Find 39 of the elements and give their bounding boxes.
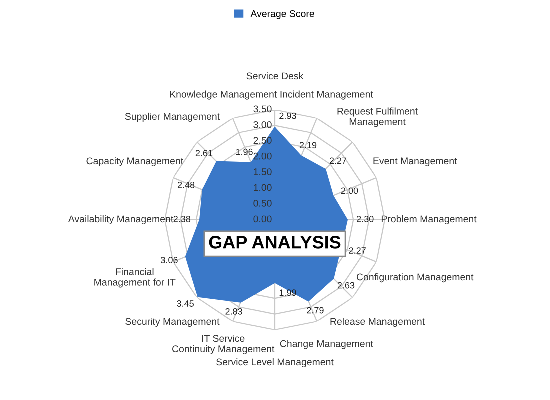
text: 3.06 <box>161 257 178 264</box>
y-tick-label: 1.50 <box>254 168 272 176</box>
y-tick-label: 0.50 <box>254 200 272 207</box>
text: 3.45 <box>177 300 194 307</box>
text: 2.61 <box>196 150 213 157</box>
y-tick-label: 0.00 <box>254 216 272 223</box>
text: 2.00 <box>341 188 358 194</box>
text: 1.96 <box>236 148 253 156</box>
text: 2.48 <box>178 182 195 188</box>
spoke-label: Supplier Management <box>125 112 220 122</box>
text: 2.93 <box>280 112 296 120</box>
text: 2.38 <box>174 216 191 222</box>
spoke-label: Event Management <box>374 158 458 166</box>
text: 2.83 <box>226 308 242 315</box>
text: 2.27 <box>349 248 366 254</box>
spoke-label: Configuration Management <box>356 274 474 283</box>
text: 2.79 <box>307 307 324 314</box>
spoke-label: Security Management <box>126 318 220 328</box>
spoke-label: Incident Management <box>280 90 374 100</box>
y-tick-label: 1.00 <box>254 184 272 192</box>
spoke-label: Financial Management for IT <box>94 268 176 288</box>
y-tick-label: 3.50 <box>254 106 272 113</box>
text: GAP ANALYSIS <box>209 236 341 249</box>
spoke-label: IT Service Continuity Management <box>172 334 275 354</box>
spoke-label: Capacity Management <box>86 157 184 166</box>
text: 2.19 <box>300 142 317 149</box>
spoke-label: Service Desk <box>246 72 304 80</box>
spoke-label: Request Fulfilment Management <box>338 108 418 128</box>
spoke-label: Service Level Management <box>216 358 334 368</box>
y-tick-label: 3.00 <box>254 121 272 128</box>
text: 2.30 <box>357 216 374 222</box>
text: 2.63 <box>338 282 355 289</box>
spoke-label: Availability Management <box>68 215 174 225</box>
spoke-label: Change Management <box>280 340 374 350</box>
spoke-label: Release Management <box>330 318 426 328</box>
legend-label: Average Score <box>250 10 314 20</box>
spoke-label: Knowledge Management <box>170 90 278 100</box>
text: 2.27 <box>330 158 347 164</box>
spoke-label: Problem Management <box>382 215 477 225</box>
